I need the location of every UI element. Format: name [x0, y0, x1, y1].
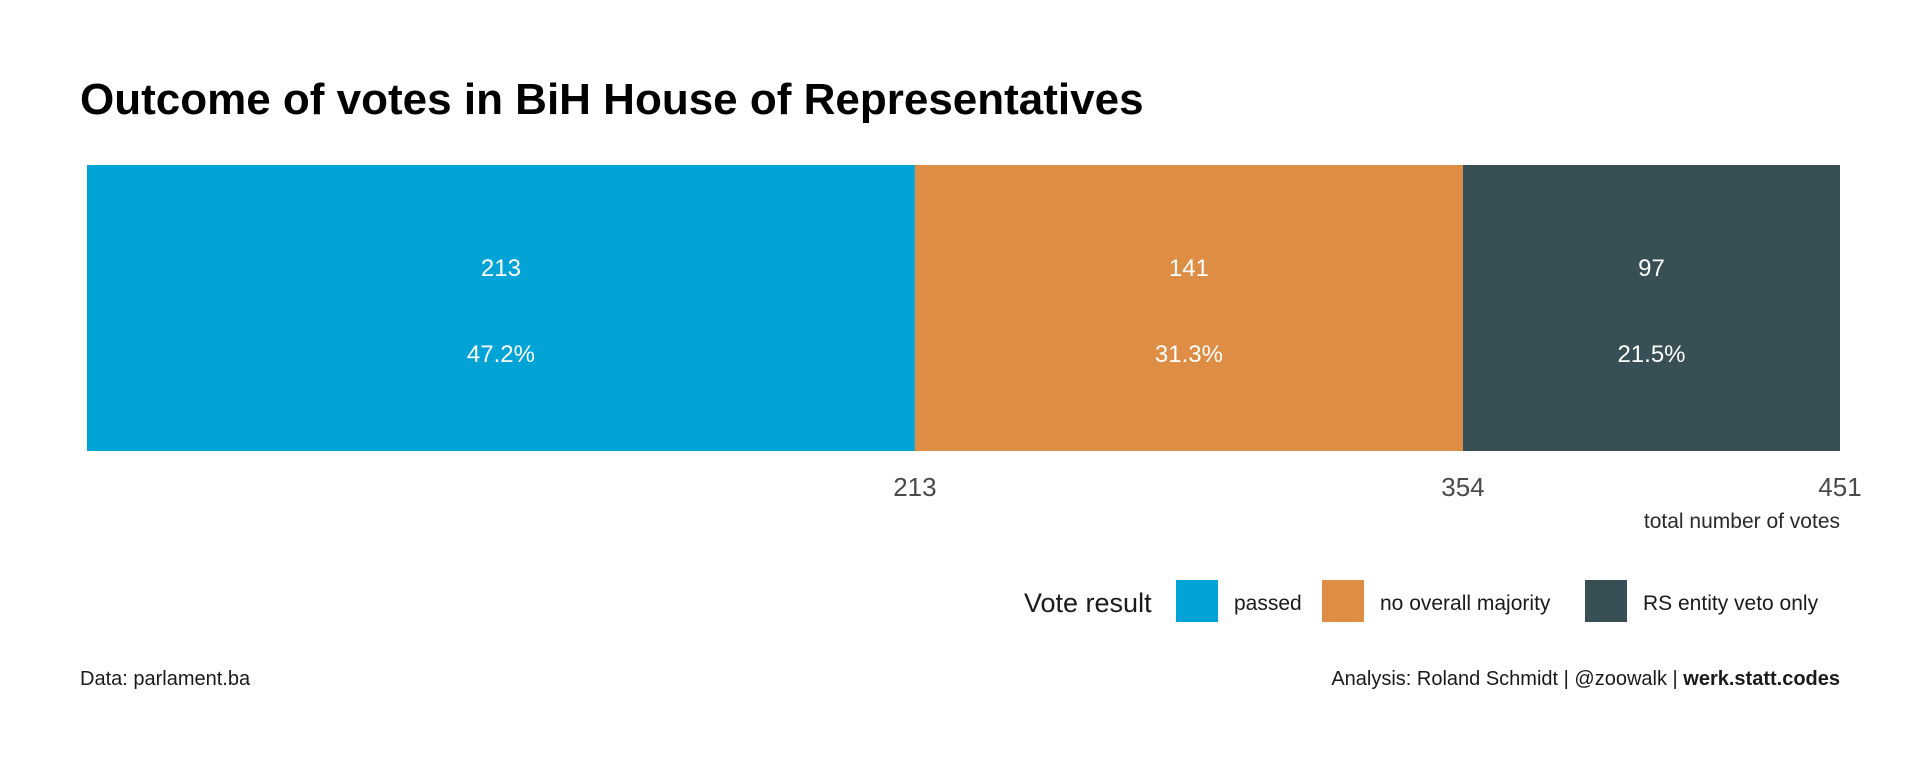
- legend-label: RS entity veto only: [1643, 592, 1819, 615]
- x-tick-label: 213: [893, 472, 936, 502]
- credit-prefix: Analysis: Roland Schmidt | @zoowalk |: [1331, 668, 1683, 690]
- segment-value-label: 97: [1638, 255, 1665, 282]
- x-tick-label: 451: [1818, 472, 1861, 502]
- legend-label: passed: [1234, 592, 1302, 615]
- legend-swatch-3: [1585, 580, 1627, 622]
- bar-segment-3: [1462, 165, 1840, 451]
- x-axis-label: total number of votes: [1644, 510, 1840, 533]
- segment-percent-label: 31.3%: [1155, 341, 1223, 368]
- data-source: Data: parlament.ba: [80, 668, 251, 690]
- segment-percent-label: 21.5%: [1617, 341, 1685, 368]
- credit-line: Analysis: Roland Schmidt | @zoowalk | we…: [1331, 668, 1840, 690]
- segment-percent-label: 47.2%: [467, 341, 535, 368]
- credit-site: werk.statt.codes: [1682, 668, 1840, 690]
- legend-swatch-1: [1176, 580, 1218, 622]
- segment-value-label: 141: [1169, 255, 1209, 282]
- bar-segments: [87, 165, 1840, 451]
- chart-title: Outcome of votes in BiH House of Represe…: [80, 75, 1144, 124]
- segment-value-label: 213: [481, 255, 521, 282]
- legend-title: Vote result: [1024, 588, 1152, 618]
- x-axis-ticks: 213 354 451: [893, 472, 1861, 502]
- legend-swatch-2: [1322, 580, 1364, 622]
- legend-label: no overall majority: [1380, 592, 1551, 615]
- segment-labels: 213 47.2% 141 31.3% 97 21.5%: [467, 255, 1686, 368]
- bar-segment-2: [914, 165, 1463, 451]
- x-tick-label: 354: [1441, 472, 1484, 502]
- legend: Vote result passed no overall majority RS …: [1024, 580, 1819, 622]
- bar-segment-1: [87, 165, 915, 451]
